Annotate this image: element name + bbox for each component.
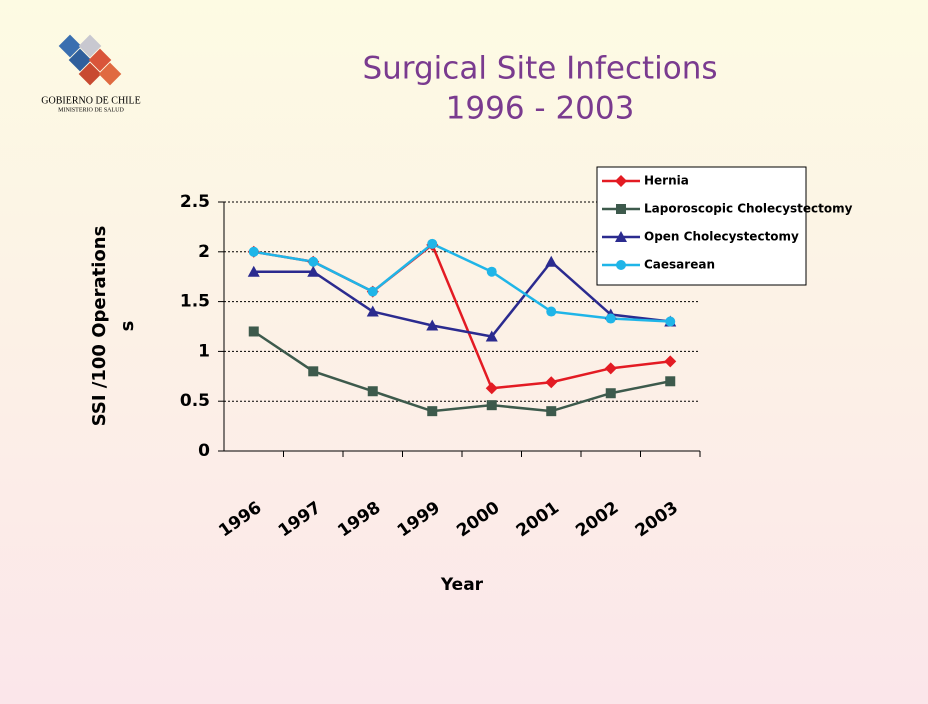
marker [664, 355, 677, 368]
x-tick-label: 1998 [334, 498, 384, 542]
marker [604, 362, 617, 375]
marker [616, 260, 626, 270]
marker [248, 326, 259, 337]
marker [248, 246, 259, 257]
marker [545, 376, 558, 389]
y-axis-label: s [117, 321, 138, 332]
y-tick-label: 1 [198, 341, 210, 361]
marker [366, 305, 379, 317]
marker [485, 382, 498, 395]
legend-label: Hernia [644, 174, 689, 188]
marker [307, 265, 320, 277]
marker [665, 376, 676, 387]
x-tick-label: 2001 [513, 498, 563, 542]
marker [426, 319, 439, 331]
x-tick-label: 2000 [453, 498, 503, 542]
x-axis-label: Year [440, 575, 484, 595]
legend-label: Caesarean [644, 258, 715, 272]
marker [615, 175, 627, 187]
logo-text: MINISTERIO DE SALUD [58, 107, 124, 113]
marker [545, 255, 558, 267]
logo-text: GOBIERNO DE CHILE [41, 95, 140, 106]
marker [308, 366, 319, 377]
y-tick-label: 0.5 [180, 391, 210, 411]
marker [427, 238, 438, 249]
marker [665, 316, 676, 327]
marker [367, 386, 378, 397]
marker [485, 330, 498, 342]
logo [58, 34, 122, 86]
y-tick-label: 1.5 [180, 292, 210, 312]
marker [247, 265, 260, 277]
marker [546, 406, 557, 417]
x-tick-label: 1997 [275, 498, 325, 542]
chart-title: Surgical Site Infections [362, 51, 717, 87]
marker [605, 388, 616, 399]
chart-title: 1996 - 2003 [446, 91, 635, 127]
x-tick-label: 1996 [215, 498, 265, 542]
marker [616, 204, 626, 214]
marker [615, 231, 627, 242]
legend: Hernia Laporoscopic Cholecystectomy Open C… [596, 166, 853, 286]
y-tick-label: 2 [198, 242, 210, 262]
legend-label: Open Cholecystectomy [644, 230, 799, 244]
series-line [253, 330, 671, 413]
series-line [253, 242, 671, 323]
x-tick-label: 1999 [394, 498, 444, 542]
marker [308, 256, 319, 267]
y-axis-label: SSI /100 Operations [89, 226, 110, 427]
y-tick-label: 0 [198, 441, 210, 461]
marker [367, 286, 378, 297]
marker [486, 266, 497, 277]
marker [605, 313, 616, 324]
x-tick-label: 2003 [632, 498, 682, 542]
marker [486, 400, 497, 411]
y-tick-label: 2.5 [180, 192, 210, 212]
marker [546, 306, 557, 317]
legend-label: Laporoscopic Cholecystectomy [644, 202, 853, 216]
marker [427, 406, 438, 417]
series-line [253, 259, 671, 338]
x-tick-label: 2002 [572, 498, 622, 542]
